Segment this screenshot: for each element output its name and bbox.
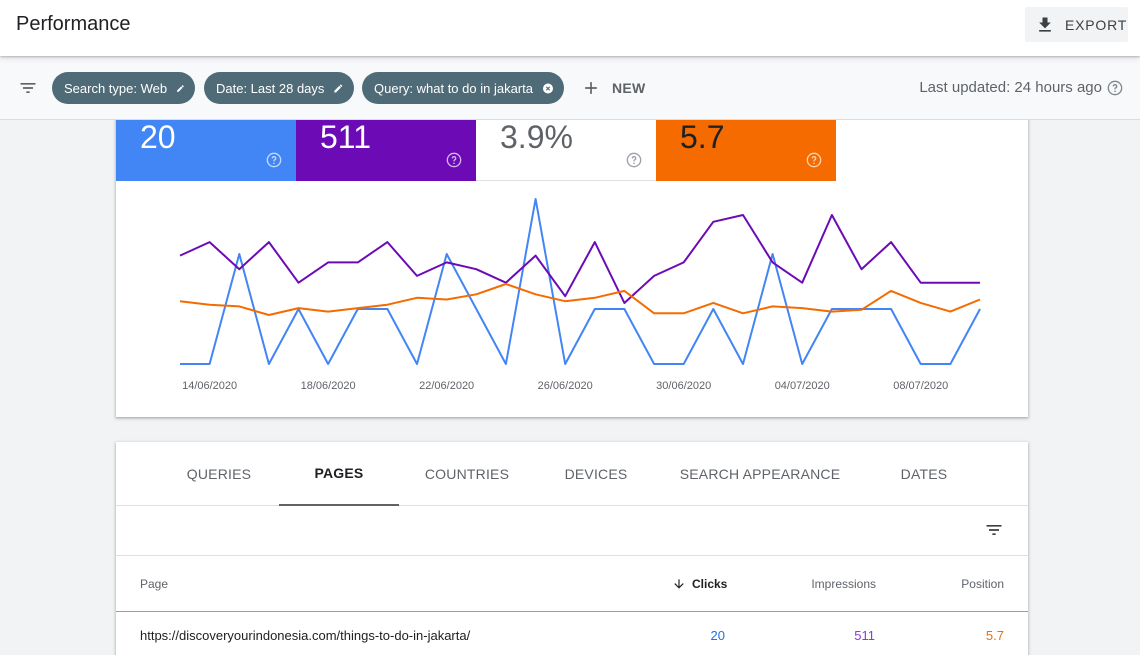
chip-label: Query: what to do in jakarta [374,80,533,96]
tab-devices[interactable]: DEVICES [564,466,628,482]
header-divider [116,611,1028,612]
column-header-position[interactable]: Position [961,577,1004,591]
metric-position-value: 5.7 [680,119,725,155]
chip-search-type[interactable]: Search type: Web [52,72,195,104]
series-line-position [179,283,981,316]
performance-chart-card: 20 511 3.9% 5.7 14/06/2020 18/06/2020 22/0… [116,100,1028,417]
divider [116,555,1028,556]
x-tick-label: 18/06/2020 [301,380,356,392]
x-tick-label: 08/07/2020 [893,380,948,392]
filter-icon[interactable] [18,78,38,98]
page-url[interactable]: https://discoveryourindonesia.com/things… [140,628,471,643]
filter-bar: Search type: Web Date: Last 28 days Quer… [0,56,1140,120]
new-label: NEW [612,80,646,96]
app-bar: Performance EXPORT [0,0,1140,56]
new-filter-button[interactable]: NEW [581,76,646,100]
metric-impressions-value: 511 [320,119,372,155]
x-tick-label: 22/06/2020 [419,380,474,392]
column-header-page[interactable]: Page [140,577,169,591]
tab-pages[interactable]: PAGES [279,442,399,506]
x-tick-label: 26/06/2020 [538,380,593,392]
column-header-clicks-label: Clicks [692,577,728,591]
metric-ctr-value: 3.9% [500,119,573,155]
x-tick-label: 04/07/2020 [775,380,830,392]
help-icon[interactable] [1107,80,1123,96]
help-icon[interactable] [806,152,822,168]
x-tick-label: 30/06/2020 [656,380,711,392]
tab-queries[interactable]: QUERIES [186,466,252,482]
export-button[interactable]: EXPORT [1025,7,1128,42]
x-tick-label: 14/06/2020 [182,380,237,392]
help-icon[interactable] [266,152,282,168]
tab-search-appearance[interactable]: SEARCH APPEARANCE [679,466,841,482]
dimension-tabs: QUERIES PAGES COUNTRIES DEVICES SEARCH A… [116,442,1028,506]
series-line-clicks [180,198,981,365]
column-header-clicks[interactable]: Clicks [672,577,727,591]
dimension-table-card: QUERIES PAGES COUNTRIES DEVICES SEARCH A… [116,442,1028,655]
row-impressions: 511 [854,628,875,643]
chip-label: Date: Last 28 days [216,80,325,96]
tab-dates[interactable]: DATES [900,466,948,482]
edit-icon[interactable] [176,81,185,96]
download-icon [1039,17,1051,32]
sort-arrow-down-icon [674,579,684,589]
chip-query[interactable]: Query: what to do in jakarta [362,72,564,104]
row-position: 5.7 [985,628,1004,643]
table-filter-icon[interactable] [984,520,1004,540]
line-chart[interactable]: 14/06/2020 18/06/2020 22/06/2020 26/06/2020… [116,181,1028,417]
close-circle-icon[interactable] [542,81,554,96]
export-label: EXPORT [1065,16,1128,33]
plus-icon [585,82,597,94]
series-line-impressions [179,214,980,304]
column-header-impressions[interactable]: Impressions [811,577,876,591]
help-icon[interactable] [626,152,642,168]
chip-label: Search type: Web [64,80,168,96]
edit-icon[interactable] [333,81,344,96]
help-icon[interactable] [446,152,462,168]
page-title: Performance [16,13,131,35]
last-updated-text: Last updated: 24 hours ago [919,79,1102,96]
metric-clicks-value: 20 [140,119,176,155]
chip-date[interactable]: Date: Last 28 days [204,72,354,104]
tab-countries[interactable]: COUNTRIES [424,466,510,482]
row-clicks: 20 [710,628,725,643]
